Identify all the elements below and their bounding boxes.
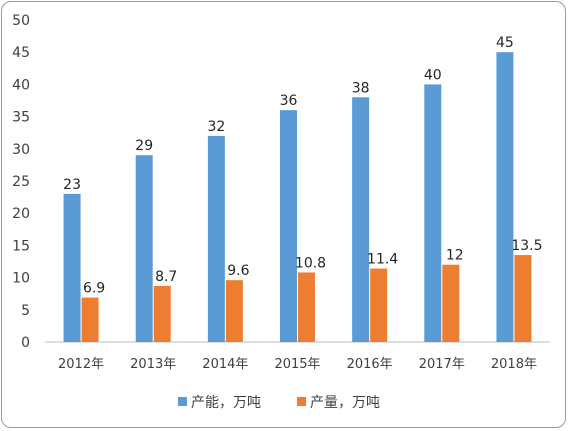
x-category-label: 2017年 [419, 357, 465, 372]
output-data-label: 12 [446, 248, 464, 264]
legend-swatch-output [297, 397, 306, 406]
output-bar [153, 285, 171, 342]
output-data-label: 8.7 [155, 269, 177, 285]
y-tick-label: 45 [12, 45, 30, 61]
legend-label-output: 产量，万吨 [310, 395, 380, 411]
capacity-data-label: 23 [63, 177, 81, 193]
x-category-label: 2013年 [130, 357, 176, 372]
legend-label-capacity: 产能，万吨 [191, 395, 261, 411]
capacity-data-label: 32 [207, 119, 225, 135]
capacity-data-label: 40 [424, 67, 442, 83]
x-category-label: 2015年 [274, 357, 320, 372]
x-category-label: 2014年 [202, 357, 248, 372]
output-data-label: 10.8 [295, 255, 326, 271]
output-bar [442, 264, 460, 342]
y-tick-label: 40 [12, 77, 30, 93]
output-data-label: 9.6 [227, 263, 249, 279]
y-tick-label: 5 [21, 303, 30, 319]
legend-swatch-capacity [178, 397, 187, 406]
output-bar [225, 280, 243, 342]
output-bar [298, 272, 315, 342]
capacity-bar [352, 97, 370, 342]
capacity-bar [280, 110, 297, 342]
capacity-bar [424, 84, 442, 343]
y-tick-label: 50 [12, 13, 30, 29]
capacity-data-label: 29 [135, 138, 153, 154]
capacity-bar [207, 135, 225, 342]
y-tick-label: 30 [12, 142, 30, 158]
capacity-data-label: 36 [280, 93, 298, 109]
x-category-label: 2012年 [58, 357, 104, 372]
y-tick-label: 0 [21, 335, 30, 351]
y-tick-label: 35 [12, 110, 30, 126]
capacity-bar [63, 193, 81, 342]
output-data-label: 6.9 [83, 281, 105, 297]
y-tick-label: 25 [12, 174, 30, 190]
output-data-label: 13.5 [511, 238, 542, 254]
y-tick-label: 20 [12, 206, 30, 222]
capacity-bar [135, 155, 153, 342]
y-tick-label: 10 [12, 271, 30, 287]
x-category-label: 2018年 [491, 357, 537, 372]
capacity-bar [496, 52, 514, 342]
output-data-label: 11.4 [367, 252, 398, 268]
output-bar [370, 268, 388, 342]
output-bar [81, 297, 99, 342]
capacity-data-label: 38 [352, 80, 370, 96]
y-tick-label: 15 [12, 238, 30, 254]
capacity-data-label: 45 [496, 35, 514, 51]
x-category-label: 2016年 [347, 357, 393, 372]
output-bar [514, 255, 532, 342]
